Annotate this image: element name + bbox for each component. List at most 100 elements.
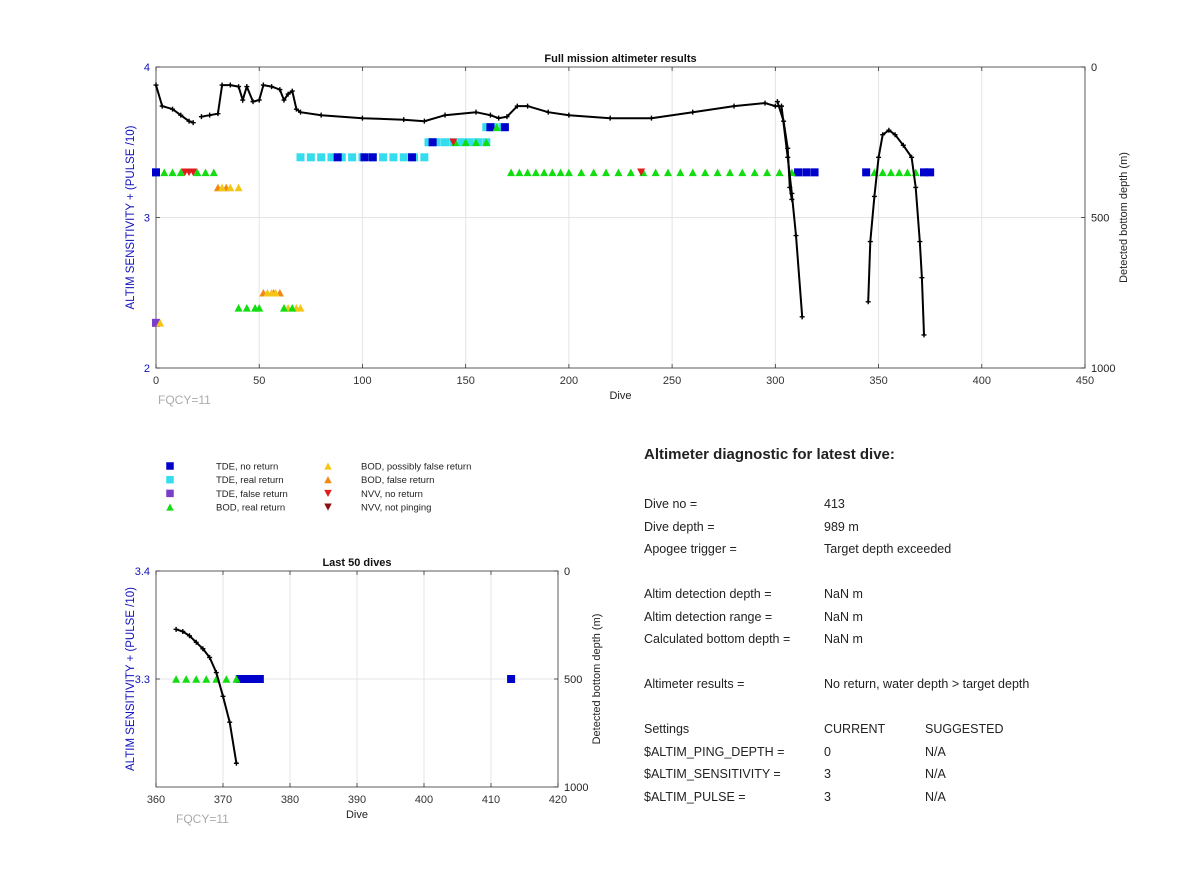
- marker-bod-real: [482, 138, 491, 147]
- depth-point: [496, 115, 502, 121]
- depth-point: [159, 103, 165, 109]
- depth-point: [285, 91, 291, 97]
- depth-point: [227, 719, 233, 725]
- marker-bod-real: [663, 168, 672, 177]
- diag-label: Altim detection range =: [644, 609, 773, 624]
- diag-label: Calculated bottom depth =: [644, 632, 791, 646]
- marker-bod-real: [651, 168, 660, 177]
- depth-point: [233, 760, 239, 766]
- depth-point: [180, 628, 186, 634]
- setting-current: 3: [824, 767, 831, 781]
- depth-point: [900, 142, 906, 148]
- depth-point: [421, 118, 427, 124]
- x-tick-label: 400: [415, 794, 433, 806]
- marker-bod-real: [540, 168, 549, 177]
- depth-point: [173, 626, 179, 632]
- depth-point: [256, 97, 262, 103]
- diag-value: 989 m: [824, 519, 859, 534]
- diag-value: NaN m: [824, 587, 863, 601]
- marker-nvv-no: [449, 138, 458, 147]
- marker-bod-real: [192, 675, 201, 683]
- depth-point: [236, 84, 242, 90]
- depth-point: [244, 84, 250, 90]
- depth-point: [865, 299, 871, 305]
- marker-bod-real: [738, 168, 747, 177]
- y2-tick-label: 1000: [1091, 363, 1115, 375]
- depth-point: [178, 112, 184, 118]
- depth-point: [215, 111, 221, 117]
- marker-bod-real: [242, 304, 251, 312]
- marker-bod-real: [895, 168, 904, 177]
- marker-tde-no: [919, 168, 928, 177]
- marker-bod-real: [288, 304, 297, 312]
- depth-point: [648, 115, 654, 121]
- marker-bod-real: [507, 168, 516, 177]
- depth-point: [781, 118, 787, 124]
- depth-point: [787, 184, 793, 190]
- diag-row-bottom-depth: Calculated bottom depth = NaN m: [644, 628, 1164, 651]
- marker-bod-real: [176, 168, 185, 177]
- y-tick-label: 3.4: [135, 566, 150, 578]
- diag-value: No return, water depth > target depth: [824, 677, 1030, 691]
- y2-tick-label: 500: [1091, 213, 1109, 225]
- x-tick-label: 200: [560, 375, 578, 387]
- marker-tde-real: [490, 123, 499, 132]
- marker-bod-real: [577, 168, 586, 177]
- marker-tde-no: [407, 153, 416, 162]
- legend-label: BOD, false return: [361, 475, 434, 486]
- legend-marker: [166, 489, 174, 498]
- depth-point: [359, 115, 365, 121]
- marker-tde-real: [327, 153, 336, 162]
- depth-point: [240, 97, 246, 103]
- depth-point: [487, 112, 493, 118]
- marker-tde-real: [457, 138, 466, 147]
- legend-label: TDE, no return: [216, 462, 278, 473]
- marker-tde-no: [152, 168, 160, 177]
- marker-tde-no: [810, 168, 819, 177]
- setting-current: 3: [824, 789, 831, 804]
- depth-point: [793, 233, 799, 239]
- depth-point: [545, 109, 551, 115]
- x-axis-label: Dive: [609, 390, 631, 402]
- marker-tde-real: [379, 153, 388, 162]
- diagnostic-title: Altimeter diagnostic for latest dive:: [644, 446, 895, 463]
- setting-name: $ALTIM_PULSE =: [644, 789, 746, 804]
- marker-tde-real: [441, 138, 450, 147]
- legend-label: NVV, not pinging: [361, 503, 431, 514]
- marker-bod-real: [531, 168, 540, 177]
- x-tick-label: 0: [153, 375, 159, 387]
- marker-bod-real: [202, 675, 211, 683]
- diag-row-apogee-trigger: Apogee trigger = Target depth exceeded: [644, 538, 1164, 561]
- marker-bod-real: [775, 168, 784, 177]
- depth-point: [921, 332, 927, 338]
- depth-point: [867, 239, 873, 245]
- marker-bod-real: [255, 304, 264, 312]
- x-tick-label: 360: [147, 794, 165, 806]
- depth-point: [566, 112, 572, 118]
- depth-point: [690, 109, 696, 115]
- y2-tick-label: 1000: [564, 782, 588, 794]
- legend-marker: [324, 503, 332, 511]
- depth-point: [607, 115, 613, 121]
- legend-label: TDE, real return: [216, 475, 284, 486]
- marker-tde-no: [255, 675, 264, 683]
- legend-marker: [166, 475, 174, 484]
- marker-bod-real: [232, 675, 241, 683]
- marker-bod-real: [209, 168, 218, 177]
- marker-tde-real: [389, 153, 398, 162]
- depth-point: [886, 127, 892, 133]
- settings-header-current: CURRENT: [824, 722, 886, 736]
- setting-current: 0: [824, 744, 831, 759]
- depth-point: [187, 633, 192, 639]
- depth-point: [731, 103, 737, 109]
- legend-marker: [324, 489, 332, 497]
- depth-point: [213, 670, 219, 676]
- depth-point: [298, 109, 304, 115]
- setting-name: $ALTIM_SENSITIVITY =: [644, 767, 781, 781]
- depth-point: [525, 103, 531, 109]
- y-tick-label: 4: [144, 62, 150, 74]
- depth-point: [892, 132, 898, 138]
- depth-point: [919, 275, 925, 281]
- diag-value: NaN m: [824, 609, 863, 624]
